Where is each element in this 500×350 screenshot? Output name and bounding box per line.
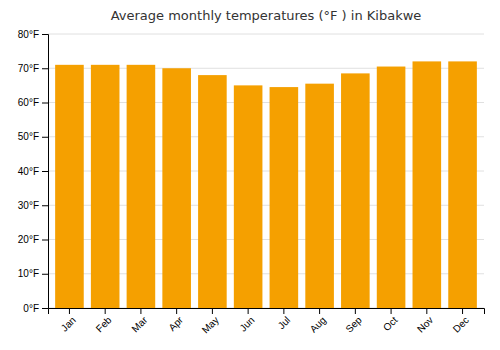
x-tick-mark xyxy=(248,308,249,314)
x-tick: Sep xyxy=(343,308,364,335)
x-tick-label: May xyxy=(200,314,221,335)
y-tick: 50°F xyxy=(18,131,48,142)
bar xyxy=(305,84,334,308)
y-tick: 80°F xyxy=(18,29,48,40)
y-tick-mark xyxy=(42,103,48,104)
x-tick-mark xyxy=(391,308,392,314)
bar xyxy=(162,68,191,308)
x-tick-mark xyxy=(176,308,177,314)
x-tick-label: Jul xyxy=(276,314,293,331)
bar xyxy=(55,65,84,308)
x-tick: Jan xyxy=(59,308,78,334)
y-tick: 40°F xyxy=(18,166,48,177)
y-tick-mark xyxy=(42,171,48,172)
x-tick: Oct xyxy=(381,308,400,333)
x-tick: Jul xyxy=(276,308,293,331)
y-axis-line xyxy=(42,35,49,309)
x-tick: Apr xyxy=(166,308,185,333)
y-axis: 0°F 10°F 20°F 30°F 40°F 50°F 60°F 70°F 80°F xyxy=(18,29,49,314)
y-tick-mark xyxy=(42,274,48,275)
y-tick-label: 20°F xyxy=(18,234,39,245)
x-axis-line xyxy=(49,309,485,315)
y-tick-mark xyxy=(42,308,48,309)
x-tick-label: Jun xyxy=(237,314,256,333)
y-tick: 0°F xyxy=(23,303,48,314)
y-tick: 60°F xyxy=(18,97,48,108)
x-tick-mark xyxy=(426,308,427,314)
bar xyxy=(448,61,477,308)
x-tick-label: Jan xyxy=(59,314,78,333)
grid-line xyxy=(48,34,484,35)
x-tick: Jun xyxy=(237,308,256,334)
y-tick: 20°F xyxy=(18,234,48,245)
grid xyxy=(48,34,484,308)
x-tick-label: Feb xyxy=(94,314,114,334)
bar xyxy=(413,61,442,308)
y-tick-label: 0°F xyxy=(23,303,39,314)
x-tick: Mar xyxy=(129,308,149,334)
y-tick-mark xyxy=(42,34,48,35)
bar xyxy=(127,65,156,308)
x-tick-label: Nov xyxy=(415,314,435,334)
y-tick: 70°F xyxy=(18,63,48,74)
x-axis: Jan Feb Mar Apr May Jun Jul Aug Sep Oct Nov Dec xyxy=(49,308,485,336)
x-tick-label: Aug xyxy=(308,314,328,334)
x-tick-mark xyxy=(355,308,356,314)
bar xyxy=(234,85,263,308)
x-tick-mark xyxy=(462,308,463,314)
y-tick-mark xyxy=(42,68,48,69)
plot: 0°F 10°F 20°F 30°F 40°F 50°F 60°F 70°F 80°F Jan Fe… xyxy=(18,29,485,336)
bar xyxy=(270,87,299,308)
x-tick-label: Sep xyxy=(343,314,364,335)
y-tick-label: 60°F xyxy=(18,97,39,108)
x-tick: Dec xyxy=(451,308,471,335)
x-tick: Aug xyxy=(308,308,328,335)
y-tick-label: 10°F xyxy=(18,268,39,279)
y-tick-label: 80°F xyxy=(18,29,39,40)
x-tick-mark xyxy=(140,308,141,314)
chart: 0°F 10°F 20°F 30°F 40°F 50°F 60°F 70°F 80°F Jan Fe… xyxy=(0,0,500,350)
bar xyxy=(198,75,227,308)
bars xyxy=(55,61,477,308)
x-tick-mark xyxy=(69,308,70,314)
bar xyxy=(377,67,406,308)
x-tick-mark xyxy=(105,308,106,314)
x-tick-mark xyxy=(283,308,284,314)
x-tick-label: Apr xyxy=(166,314,185,333)
x-tick: Feb xyxy=(94,308,114,334)
x-tick-mark xyxy=(319,308,320,314)
y-tick: 10°F xyxy=(18,268,48,279)
title: Average monthly temperatures (°F ) in Ki… xyxy=(111,8,422,23)
y-tick-label: 30°F xyxy=(18,200,39,211)
x-tick-mark xyxy=(212,308,213,314)
bar xyxy=(341,73,370,308)
y-tick: 30°F xyxy=(18,200,48,211)
x-tick-label: Mar xyxy=(129,314,149,334)
x-tick-label: Oct xyxy=(381,314,400,333)
y-tick-mark xyxy=(42,137,48,138)
bar xyxy=(91,65,120,308)
y-tick-label: 40°F xyxy=(18,166,39,177)
y-tick-label: 50°F xyxy=(18,131,39,142)
y-tick-mark xyxy=(42,205,48,206)
x-tick-label: Dec xyxy=(451,314,471,334)
x-tick: May xyxy=(200,308,221,336)
x-tick: Nov xyxy=(415,308,435,335)
y-tick-label: 70°F xyxy=(18,63,39,74)
y-tick-mark xyxy=(42,240,48,241)
